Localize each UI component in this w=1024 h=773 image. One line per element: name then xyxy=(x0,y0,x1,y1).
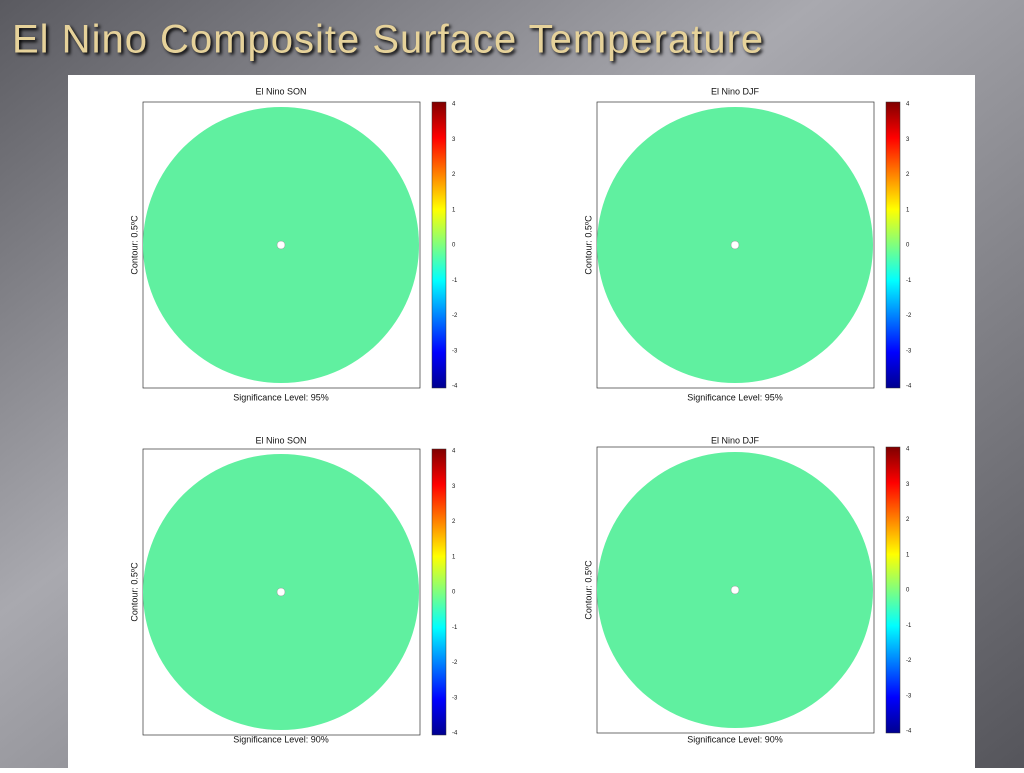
panel-title: El Nino SON xyxy=(255,435,306,445)
colorbar-tick-label: -2 xyxy=(452,313,458,319)
colorbar-tick-label: 2 xyxy=(452,172,456,178)
colorbar-tick-label: 0 xyxy=(906,588,910,594)
y-axis-label: Contour: 0.5ºC xyxy=(129,215,139,275)
colorbar-tick-label: -1 xyxy=(452,278,458,284)
colorbar-tick-label: 1 xyxy=(906,552,910,558)
colorbar xyxy=(885,101,901,389)
map-panel: El Nino DJF Contour: 0.5ºC Significance Le… xyxy=(583,435,912,744)
colorbar-tick-label: 0 xyxy=(452,590,456,596)
colorbar-tick-label: 4 xyxy=(906,102,910,108)
colorbar-tick-label: 4 xyxy=(452,449,456,455)
y-axis-label: Contour: 0.5ºC xyxy=(583,560,593,620)
colorbar xyxy=(431,101,447,389)
colorbar-tick-label: 1 xyxy=(906,207,910,213)
colorbar-tick-label: -2 xyxy=(906,313,912,319)
colorbar-tick-label: -2 xyxy=(906,658,912,664)
slide-title: El Nino Composite Surface Temperature xyxy=(12,18,764,62)
colorbar-tick-label: 2 xyxy=(906,517,910,523)
x-axis-label: Significance Level: 90% xyxy=(687,734,783,744)
colorbar-tick-label: 3 xyxy=(906,137,910,143)
colorbar-tick-label: -1 xyxy=(906,623,912,629)
pole-marker xyxy=(276,587,286,597)
colorbar-tick-label: -3 xyxy=(452,348,458,354)
map-panel: El Nino SON Contour: 0.5ºC Significance Le… xyxy=(129,435,458,744)
colorbar-tick-label: 0 xyxy=(452,243,456,249)
colorbar-tick-label: 3 xyxy=(452,484,456,490)
colorbar-tick-label: -3 xyxy=(452,695,458,701)
pole-marker xyxy=(276,240,286,250)
pole-marker xyxy=(730,585,740,595)
colorbar-tick-label: 0 xyxy=(906,243,910,249)
x-axis-label: Significance Level: 90% xyxy=(233,734,329,744)
colorbar-tick-label: 4 xyxy=(452,102,456,108)
colorbar-tick-label: 4 xyxy=(906,447,910,453)
colorbar-tick-label: -2 xyxy=(452,660,458,666)
colorbar-tick-label: 2 xyxy=(906,172,910,178)
colorbar-tick-label: -3 xyxy=(906,693,912,699)
colorbar xyxy=(885,446,901,734)
panel-title: El Nino DJF xyxy=(711,86,760,96)
x-axis-label: Significance Level: 95% xyxy=(233,392,329,402)
map-panel: El Nino DJF Contour: 0.5ºC Significance Le… xyxy=(583,86,912,402)
colorbar-tick-label: -1 xyxy=(906,278,912,284)
colorbar-tick-label: 1 xyxy=(452,207,456,213)
colorbar-tick-label: 3 xyxy=(452,137,456,143)
colorbar-tick-label: -1 xyxy=(452,625,458,631)
colorbar xyxy=(431,448,447,736)
colorbar-tick-label: 2 xyxy=(452,519,456,525)
colorbar-tick-label: 1 xyxy=(452,554,456,560)
colorbar-tick-label: 3 xyxy=(906,482,910,488)
map-panel: El Nino SON Contour: 0.5ºC Significance Le… xyxy=(129,86,458,402)
panel-title: El Nino DJF xyxy=(711,435,760,445)
colorbar-tick-label: -4 xyxy=(906,729,912,735)
colorbar-tick-label: -3 xyxy=(906,348,912,354)
y-axis-label: Contour: 0.5ºC xyxy=(583,215,593,275)
colorbar-tick-label: -4 xyxy=(452,731,458,737)
panel-title: El Nino SON xyxy=(255,86,306,96)
x-axis-label: Significance Level: 95% xyxy=(687,392,783,402)
y-axis-label: Contour: 0.5ºC xyxy=(129,562,139,622)
colorbar-tick-label: -4 xyxy=(452,384,458,390)
pole-marker xyxy=(730,240,740,250)
colorbar-tick-label: -4 xyxy=(906,384,912,390)
